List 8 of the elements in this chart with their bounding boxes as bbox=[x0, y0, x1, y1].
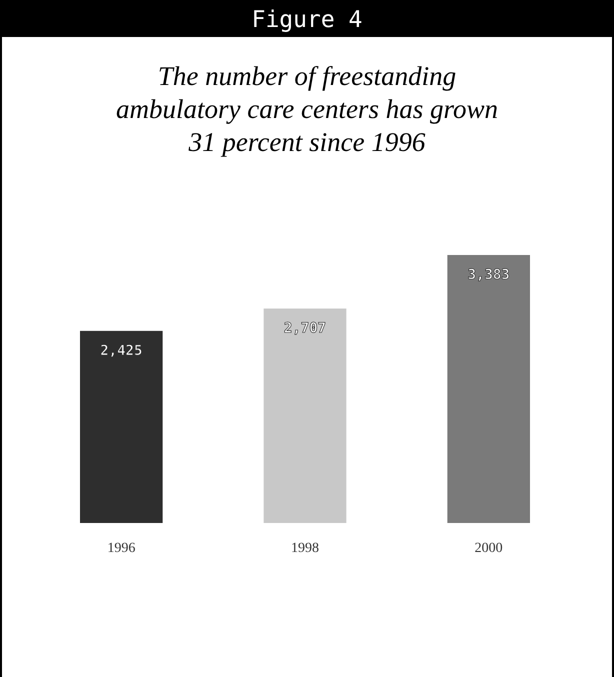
chart-subtitle: The number of freestanding ambulatory care centers has grown 31 percent since 1996 bbox=[116, 61, 498, 157]
data-label: 3,383 bbox=[468, 267, 510, 283]
data-label: 2,425 bbox=[100, 342, 142, 359]
x-tick-label: 1998 bbox=[291, 541, 319, 556]
x-tick-label: 1996 bbox=[107, 541, 136, 556]
chart-title: Figure 4 bbox=[252, 7, 362, 33]
x-tick-label: 2000 bbox=[474, 541, 503, 556]
data-label: 2,707 bbox=[284, 320, 326, 337]
